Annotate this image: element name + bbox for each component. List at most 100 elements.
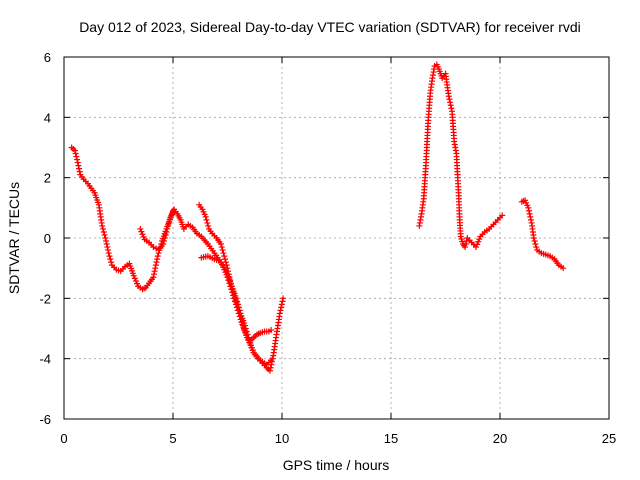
data-point [525, 207, 532, 214]
data-point [462, 241, 469, 248]
data-point [560, 265, 567, 272]
data-point [150, 274, 157, 281]
data-point [161, 238, 168, 245]
y-tick-label: 0 [44, 231, 51, 246]
data-point [474, 241, 481, 248]
data-point [445, 93, 452, 100]
data-point [530, 235, 537, 241]
data-point [267, 367, 274, 374]
data-point [132, 277, 139, 284]
data-point [102, 235, 109, 241]
data-point [154, 253, 161, 260]
data-point [101, 231, 108, 238]
data-series [68, 61, 567, 374]
data-point [241, 322, 248, 329]
data-point [243, 328, 250, 335]
data-point [446, 96, 453, 103]
data-point [139, 231, 146, 238]
x-tick-label: 25 [602, 431, 616, 446]
data-point [234, 298, 241, 305]
series-segment-4 [198, 253, 287, 374]
data-point [202, 213, 209, 220]
data-point [204, 219, 211, 226]
data-point [76, 165, 83, 172]
data-point [72, 150, 79, 157]
data-point [151, 271, 158, 278]
data-point [447, 102, 454, 109]
data-point [448, 105, 455, 112]
data-point [217, 241, 224, 248]
data-point [103, 238, 110, 245]
data-point [162, 231, 169, 238]
data-point [71, 147, 78, 154]
x-tick-label: 0 [60, 431, 67, 446]
data-point [75, 162, 82, 169]
data-point [100, 228, 107, 235]
y-tick-label: 2 [44, 171, 51, 186]
chart-title: Day 012 of 2023, Sidereal Day-to-day VTE… [79, 19, 581, 35]
y-axis-label: SDTVAR / TECUs [6, 182, 22, 294]
series-segment-6 [518, 197, 567, 272]
data-point [103, 241, 110, 248]
data-point [152, 262, 159, 269]
data-point [105, 250, 112, 257]
data-point [242, 325, 249, 332]
data-point [170, 207, 176, 214]
data-point [221, 253, 228, 260]
data-point [105, 247, 112, 254]
y-tick-label: 6 [44, 50, 51, 65]
data-point [106, 253, 113, 260]
series-segment-2 [137, 207, 176, 254]
data-point [234, 301, 241, 308]
grid-lines [64, 57, 609, 419]
data-point [476, 236, 483, 243]
x-tick-label: 20 [493, 431, 507, 446]
data-point [203, 216, 210, 223]
data-point [74, 156, 81, 163]
data-point [245, 334, 252, 341]
data-point [473, 244, 480, 251]
data-point [153, 259, 160, 266]
data-point [278, 301, 285, 308]
data-point [137, 225, 144, 232]
data-point [447, 99, 454, 106]
data-point [151, 268, 158, 275]
data-point [160, 241, 167, 248]
data-point [233, 295, 240, 302]
data-point [134, 280, 141, 287]
data-point [73, 153, 80, 160]
data-point [104, 244, 111, 251]
data-point [165, 219, 172, 226]
data-point [131, 275, 138, 282]
data-point [140, 233, 147, 240]
data-point [268, 361, 275, 368]
data-point [526, 210, 533, 217]
data-point [268, 327, 275, 334]
data-point [499, 212, 506, 219]
y-tick-label: -6 [39, 412, 51, 427]
data-point [161, 235, 168, 241]
data-point [279, 298, 286, 305]
data-point [531, 238, 538, 245]
data-point [164, 225, 171, 232]
data-point [108, 259, 115, 266]
data-point [99, 225, 106, 232]
data-point [280, 295, 287, 302]
data-point [533, 244, 540, 251]
data-point [527, 216, 534, 223]
data-point [130, 272, 137, 279]
data-point [138, 228, 145, 235]
data-point [527, 213, 534, 220]
data-point [163, 228, 170, 235]
data-point [107, 256, 114, 263]
data-point [462, 244, 469, 251]
data-point [276, 310, 283, 317]
data-point [222, 256, 229, 263]
data-point [76, 168, 83, 175]
y-tick-label: -2 [39, 291, 51, 306]
data-point [267, 364, 274, 371]
data-point [220, 250, 227, 257]
data-point [475, 238, 482, 245]
series-segment-5 [416, 61, 506, 251]
